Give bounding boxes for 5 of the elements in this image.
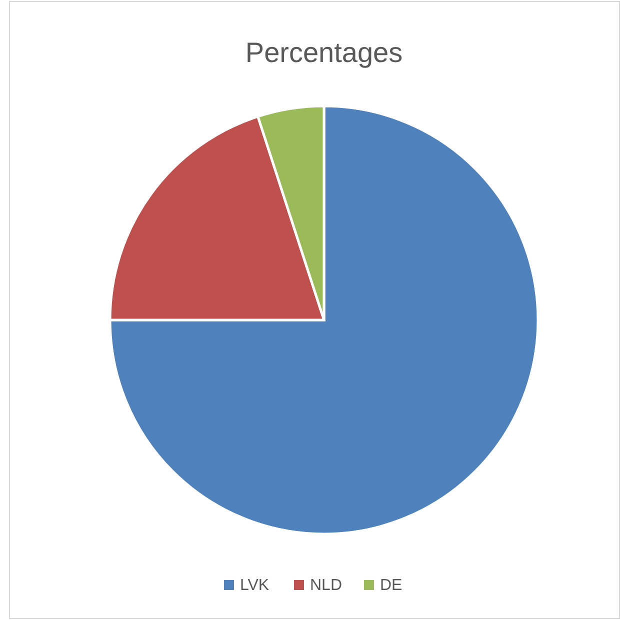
legend-label: DE [380,577,402,594]
legend-label: LVK [240,577,270,594]
chart-title: Percentages [245,37,403,68]
pie-slice [108,104,540,536]
legend-label: NLD [310,577,342,594]
